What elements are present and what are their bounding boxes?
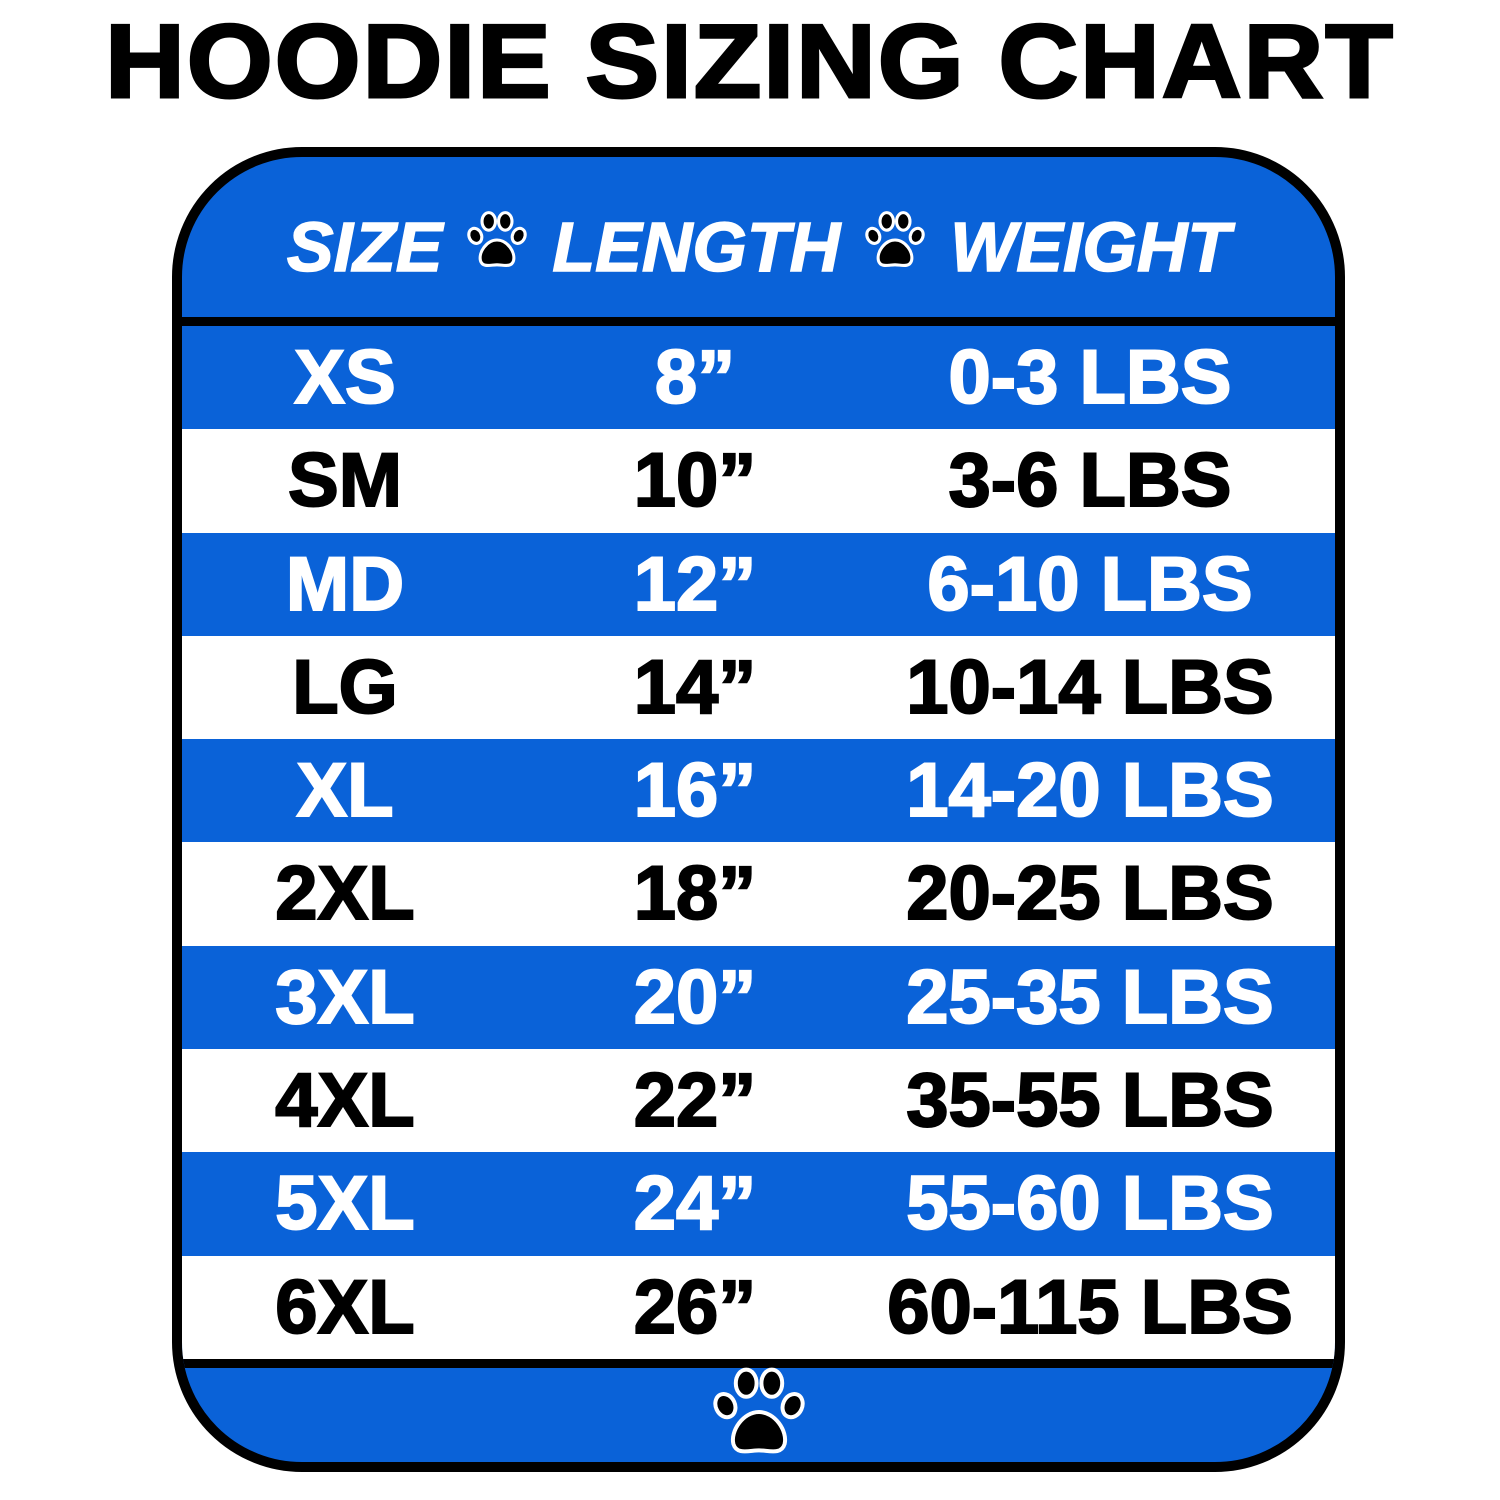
weight-cell: 6-10 LBS <box>926 541 1253 628</box>
weight-cell: 20-25 LBS <box>905 850 1274 937</box>
table-body: XS 8” 0-3 LBS SM 10” 3-6 LBS MD 12” 6-10 LBS L… <box>182 326 1335 1359</box>
table-row: LG 14” 10-14 LBS <box>182 635 1335 740</box>
table-footer <box>182 1367 1335 1462</box>
table-row: 2XL 18” 20-25 LBS <box>182 842 1335 946</box>
length-cell: 26” <box>633 1264 758 1351</box>
table-row: XL 16” 14-20 LBS <box>182 739 1335 843</box>
weight-cell: 25-35 LBS <box>905 954 1274 1041</box>
length-cell: 24” <box>633 1160 758 1247</box>
paw-print-icon <box>864 207 926 287</box>
paw-print-icon <box>711 1364 807 1462</box>
weight-cell: 60-115 LBS <box>886 1264 1294 1351</box>
length-cell: 22” <box>633 1057 758 1144</box>
size-cell: 2XL <box>274 850 415 937</box>
sizing-table: SIZE LENGTH WEIGHT XS 8” 0-3 LBS SM 10” 3-6 … <box>172 147 1345 1472</box>
divider <box>182 317 1335 326</box>
weight-cell: 14-20 LBS <box>905 747 1274 834</box>
table-row: 6XL 26” 60-115 LBS <box>182 1255 1335 1359</box>
length-cell: 16” <box>633 747 758 834</box>
length-cell: 10” <box>633 437 758 524</box>
length-cell: 18” <box>633 850 758 937</box>
size-cell: 5XL <box>274 1160 415 1247</box>
length-cell: 12” <box>633 541 758 628</box>
paw-print-icon <box>466 207 528 287</box>
size-cell: LG <box>291 644 399 731</box>
table-row: 4XL 22” 35-55 LBS <box>182 1049 1335 1153</box>
weight-cell: 3-6 LBS <box>948 437 1233 524</box>
header-weight: WEIGHT <box>949 207 1231 287</box>
header-length: LENGTH <box>552 207 841 287</box>
length-cell: 20” <box>633 954 758 1041</box>
size-cell: MD <box>285 541 405 628</box>
table-row: 3XL 20” 25-35 LBS <box>182 945 1335 1050</box>
weight-cell: 0-3 LBS <box>948 334 1233 421</box>
size-cell: XL <box>295 747 394 834</box>
table-row: 5XL 24” 55-60 LBS <box>182 1152 1335 1256</box>
size-cell: SM <box>287 437 403 524</box>
page-title: HOODIE SIZING CHART <box>104 3 1395 122</box>
length-cell: 8” <box>654 334 736 421</box>
table-row: MD 12” 6-10 LBS <box>182 532 1335 636</box>
table-row: SM 10” 3-6 LBS <box>182 429 1335 533</box>
header-size: SIZE <box>286 207 443 287</box>
weight-cell: 10-14 LBS <box>905 644 1274 731</box>
size-cell: XS <box>293 334 396 421</box>
size-cell: 4XL <box>274 1057 415 1144</box>
table-row: XS 8” 0-3 LBS <box>182 326 1335 430</box>
weight-cell: 55-60 LBS <box>905 1160 1274 1247</box>
weight-cell: 35-55 LBS <box>905 1057 1274 1144</box>
size-cell: 3XL <box>274 954 415 1041</box>
divider <box>182 1359 1335 1368</box>
length-cell: 14” <box>633 644 758 731</box>
table-header: SIZE LENGTH WEIGHT <box>182 157 1335 317</box>
size-cell: 6XL <box>274 1264 415 1351</box>
